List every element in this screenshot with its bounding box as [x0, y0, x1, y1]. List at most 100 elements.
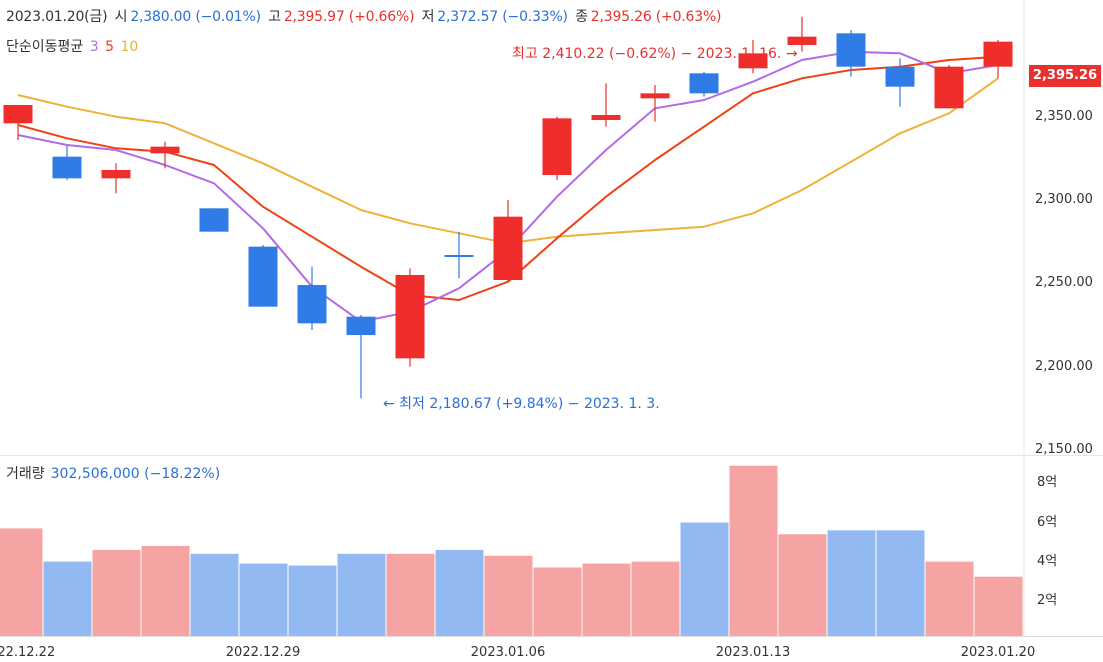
candle — [787, 16, 817, 52]
candle — [738, 40, 768, 74]
candle — [983, 40, 1013, 79]
candle — [689, 71, 719, 97]
candle — [199, 208, 229, 232]
candle — [542, 116, 572, 180]
volume-tick-label: 8억 — [1037, 475, 1058, 491]
price-tick-label: 2,200.00 — [1035, 358, 1093, 374]
candle-body — [591, 115, 621, 120]
high-value: 2,395.97 (+0.66%) — [283, 9, 415, 25]
candle-body — [934, 66, 964, 109]
low-value: 2,372.57 (−0.33%) — [437, 9, 568, 25]
candle — [493, 200, 523, 282]
candle-body — [885, 66, 915, 87]
date-tick-label: 2023.01.13 — [715, 645, 791, 660]
close-label: 종 — [575, 9, 588, 25]
volume-bar — [484, 555, 533, 636]
candle-body — [787, 36, 817, 45]
high-label: 고 — [268, 9, 281, 25]
volume-bar — [876, 530, 925, 636]
candle-body — [199, 208, 229, 232]
volume-bar — [288, 565, 337, 636]
volume-bar — [729, 465, 778, 636]
ma5-legend: 5 — [105, 39, 115, 55]
volume-bar — [533, 567, 582, 636]
ohlc-header: 2023.01.20(금) 시 2,380.00 (−0.01%) 고 2,395.… — [6, 6, 724, 26]
open-label: 시 — [114, 9, 128, 25]
price-tick-label: 2,300.00 — [1035, 192, 1093, 207]
price-tick-label: 2,250.00 — [1035, 275, 1093, 291]
volume-tick-label: 2억 — [1037, 592, 1058, 608]
volume-bar — [631, 561, 680, 636]
ma5-line — [17, 55, 999, 301]
candle-body — [150, 146, 180, 154]
volume-tick-label: 6억 — [1037, 514, 1058, 530]
volume-bar — [386, 553, 435, 636]
close-value: 2,395.26 (+0.63%) — [590, 9, 722, 25]
volume-bar — [974, 576, 1023, 636]
candle-body — [738, 53, 768, 69]
candle-body — [248, 246, 278, 307]
candle-body — [836, 33, 866, 67]
price-tick-label: 2,350.00 — [1035, 108, 1093, 124]
volume-bar — [778, 534, 827, 636]
candle-body — [640, 93, 670, 99]
candle-body — [297, 285, 327, 324]
candle — [52, 145, 82, 180]
volume-label: 거래량 302,506,000 (−18.22%) — [6, 463, 220, 483]
candle — [395, 268, 425, 367]
volume-bar — [337, 553, 386, 636]
candle-body — [101, 170, 131, 179]
candle — [248, 245, 278, 307]
date-tick-label: 2023.01.06 — [470, 645, 546, 660]
volume-bar — [190, 553, 239, 636]
volume-tick-label: 4억 — [1037, 553, 1058, 569]
ma3-legend: 3 — [89, 39, 99, 55]
candle — [150, 141, 180, 169]
date-tick-label: 2022.12.29 — [225, 645, 301, 660]
candle — [640, 85, 670, 122]
volume-bar — [435, 549, 484, 636]
candle — [591, 83, 621, 127]
volume-bar — [925, 561, 974, 636]
volume-bar — [92, 549, 141, 636]
volume-bar — [43, 561, 92, 636]
last-price-tag: 2,395.26 — [1029, 65, 1101, 87]
candle-body — [983, 41, 1013, 67]
open-value: 2,380.00 (−0.01%) — [130, 9, 261, 25]
candle-body — [3, 105, 33, 124]
candle — [3, 105, 33, 140]
candle — [934, 65, 964, 109]
candle — [297, 266, 327, 330]
candle-body — [346, 316, 376, 335]
candle-body — [52, 156, 82, 179]
header-date: 2023.01.20(금) — [6, 9, 108, 25]
candle-body — [542, 118, 572, 175]
low-annotation: ← 최저 2,180.67 (+9.84%) − 2023. 1. 3. — [383, 396, 660, 412]
candle — [444, 231, 474, 279]
candle — [101, 163, 131, 194]
high-annotation: 최고 2,410.22 (−0.62%) − 2023. 1. 16. → — [512, 46, 798, 62]
candle-body — [444, 255, 474, 257]
candle-body — [493, 216, 523, 280]
volume-bar — [239, 563, 288, 636]
date-tick-label: 2022.12.22 — [0, 645, 56, 660]
volume-bar — [582, 563, 631, 636]
ma-legend[interactable]: 단순이동평균 3 5 10 — [6, 36, 140, 56]
volume-bar — [680, 522, 729, 636]
ma-legend-label: 단순이동평균 — [6, 39, 84, 55]
volume-bar — [0, 528, 43, 636]
candle — [836, 30, 866, 77]
candle — [346, 315, 376, 399]
ma10-legend: 10 — [120, 39, 139, 55]
candle-body — [395, 275, 425, 359]
volume-bar — [827, 530, 876, 636]
volume-label-text: 거래량 — [6, 466, 45, 482]
candle-body — [689, 73, 719, 94]
low-label: 저 — [421, 9, 435, 25]
volume-bar — [141, 546, 190, 636]
candle — [885, 58, 915, 107]
price-tick-label: 2,150.00 — [1035, 442, 1093, 457]
volume-label-value: 302,506,000 (−18.22%) — [50, 466, 221, 482]
date-tick-label: 2023.01.20 — [960, 645, 1036, 660]
